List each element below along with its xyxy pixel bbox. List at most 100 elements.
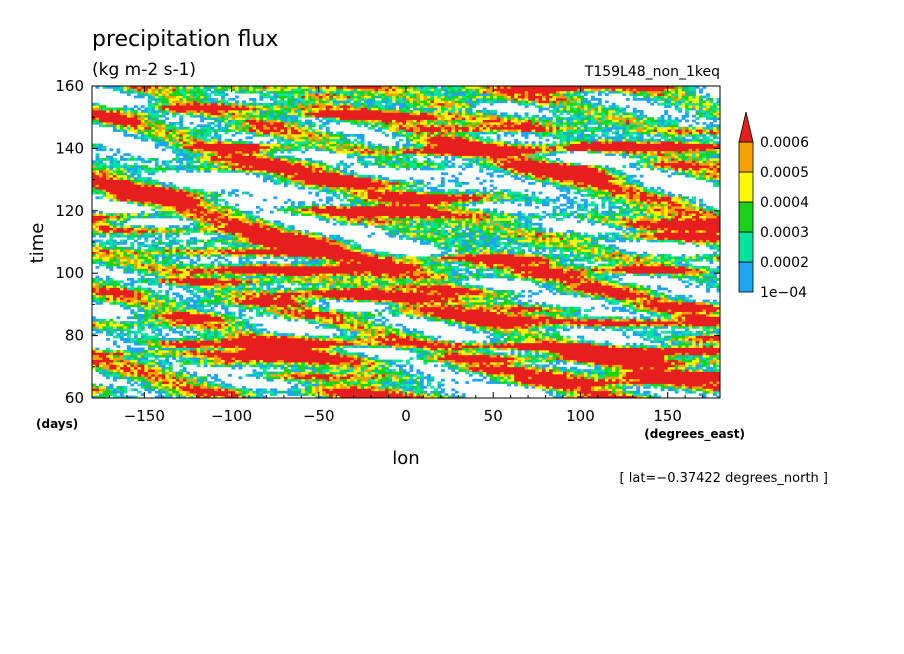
heatmap-cell [301,383,306,387]
heatmap-cell [147,314,152,317]
heatmap-cell [496,359,501,363]
heatmap-cell [294,335,299,339]
heatmap-cell [357,326,361,329]
heatmap-cell [594,364,599,368]
heatmap-cell [252,345,257,348]
heatmap-cell [182,335,187,339]
heatmap-cell [496,369,501,372]
heatmap-cell [685,357,689,360]
heatmap-cell [290,390,295,394]
heatmap-cell [283,342,288,346]
heatmap-cell [479,347,484,351]
heatmap-cell [318,371,323,375]
heatmap-cell [545,381,550,384]
heatmap-cell [388,388,393,392]
heatmap-cell [329,369,334,372]
heatmap-cell [388,378,393,382]
heatmap-cell [276,335,281,339]
heatmap-cell [182,369,187,372]
heatmap-cell [542,359,546,363]
heatmap-cell [531,369,536,372]
heatmap-cell [262,357,267,360]
heatmap-cell [235,388,239,392]
heatmap-cell [426,350,431,353]
heatmap-cell [646,369,651,372]
heatmap-cell [245,321,250,324]
heatmap-cell [716,347,721,351]
heatmap-cell [308,345,313,348]
heatmap-cell [304,338,309,341]
heatmap-cell [137,357,142,360]
heatmap-cell [552,321,557,324]
heatmap-cell [486,345,491,348]
heatmap-cell [433,395,438,399]
heatmap-cell [392,328,396,332]
heatmap-cell [412,335,417,339]
heatmap-cell [517,359,522,363]
heatmap-cell [374,362,379,365]
heatmap-cell [147,386,152,389]
heatmap-cell [517,330,522,334]
heatmap-cell [332,311,337,315]
heatmap-cell [350,369,355,372]
heatmap-cell [353,364,358,368]
heatmap-cell [224,311,229,315]
heatmap-cell [249,362,253,365]
heatmap-cell [563,376,567,380]
heatmap-cell [311,318,316,322]
heatmap-cell [611,352,616,356]
heatmap-cell [409,338,414,341]
heatmap-cell [353,386,358,389]
heatmap-cell [664,376,669,380]
heatmap-cell [604,347,609,351]
heatmap-cell [625,378,630,382]
heatmap-cell [203,345,208,348]
heatmap-cell [692,364,696,368]
heatmap-cell [583,369,588,372]
heatmap-cell [207,340,211,344]
heatmap-cell [210,357,215,360]
heatmap-cell [433,364,438,368]
heatmap-cell [671,335,675,339]
heatmap-cell [447,352,452,356]
heatmap-cell [643,333,648,336]
heatmap-cell [378,333,382,336]
heatmap-cell [287,311,292,315]
heatmap-cell [713,381,717,384]
heatmap-cell [235,330,239,334]
heatmap-cell [674,386,679,389]
heatmap-cell [629,386,634,389]
heatmap-cell [126,333,131,336]
heatmap-cell [437,340,442,344]
heatmap-cell [203,314,208,317]
heatmap-cell [695,381,700,384]
heatmap-cell [133,362,138,365]
heatmap-cell [587,323,592,327]
heatmap-cell [643,393,648,396]
heatmap-cell [360,386,365,389]
heatmap-cell [301,340,306,344]
heatmap-cell [447,347,452,351]
heatmap-cell [259,328,264,332]
heatmap-cell [444,350,449,353]
heatmap-cell [378,362,382,365]
heatmap-cell [699,364,703,368]
heatmap-cell [112,388,117,392]
heatmap-cell [475,321,480,324]
heatmap-cell [556,395,560,399]
heatmap-cell [123,323,128,327]
heatmap-cell [168,340,173,344]
heatmap-cell [228,364,232,368]
heatmap-cell [245,338,250,341]
heatmap-cell [224,323,229,327]
heatmap-cell [353,374,358,377]
heatmap-cell [147,335,152,339]
heatmap-cell [381,323,386,327]
heatmap-cell [695,330,700,334]
heatmap-cell [200,359,204,363]
heatmap-cell [706,374,710,377]
heatmap-cell [538,374,543,377]
heatmap-cell [521,333,525,336]
heatmap-cell [172,393,177,396]
heatmap-cell [535,333,539,336]
